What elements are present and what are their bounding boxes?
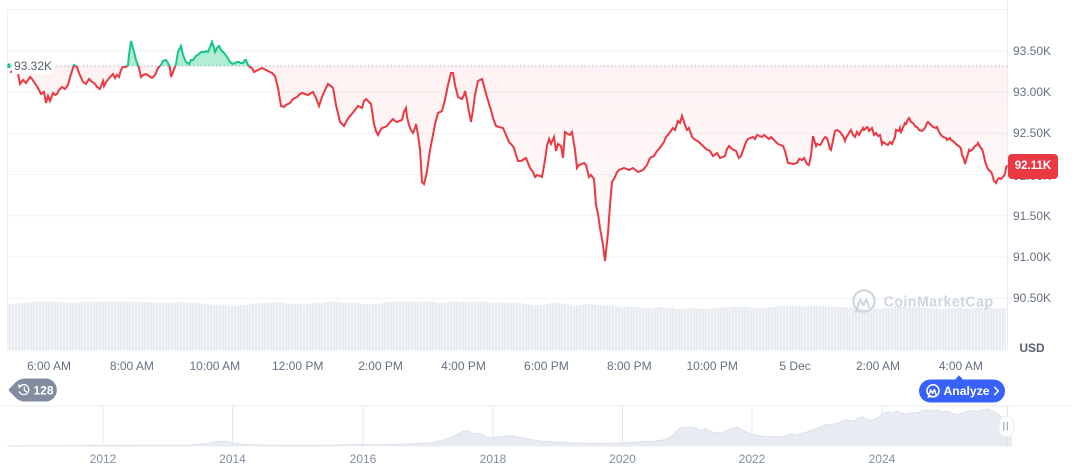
svg-text:Analyze: Analyze <box>944 384 990 398</box>
svg-text:128: 128 <box>34 383 54 397</box>
svg-text:CoinMarketCap: CoinMarketCap <box>884 294 994 310</box>
